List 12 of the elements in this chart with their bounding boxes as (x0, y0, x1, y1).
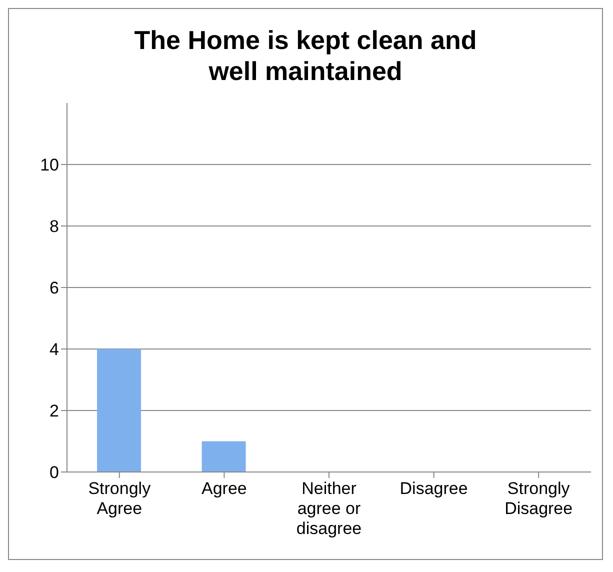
y-tick-label: 0 (50, 463, 59, 482)
x-tick-label: Strongly Agree (88, 479, 152, 518)
x-tick-label: Strongly Disagree (504, 479, 573, 518)
y-tick-label: 8 (50, 217, 59, 236)
y-tick-label: 4 (50, 340, 59, 360)
x-tick-label: Disagree (400, 479, 468, 498)
chart-title: The Home is kept clean and well maintained (133, 25, 478, 87)
x-tick-label: Agree (202, 479, 247, 498)
y-tick-label: 10 (40, 156, 59, 175)
y-tick-label: 2 (50, 402, 59, 421)
y-tick-label: 6 (50, 278, 59, 298)
x-tick-label: Neither agree or disagree (296, 479, 362, 538)
